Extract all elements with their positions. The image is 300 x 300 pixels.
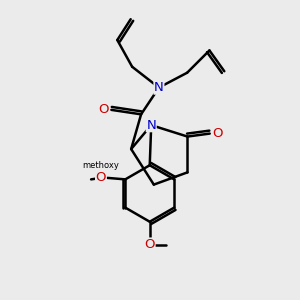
- Text: O: O: [145, 238, 155, 251]
- Text: methoxy: methoxy: [82, 161, 119, 170]
- Text: N: N: [154, 81, 164, 94]
- Text: O: O: [212, 127, 223, 140]
- Text: O: O: [96, 171, 106, 184]
- Text: N: N: [146, 118, 156, 132]
- Text: O: O: [99, 103, 109, 116]
